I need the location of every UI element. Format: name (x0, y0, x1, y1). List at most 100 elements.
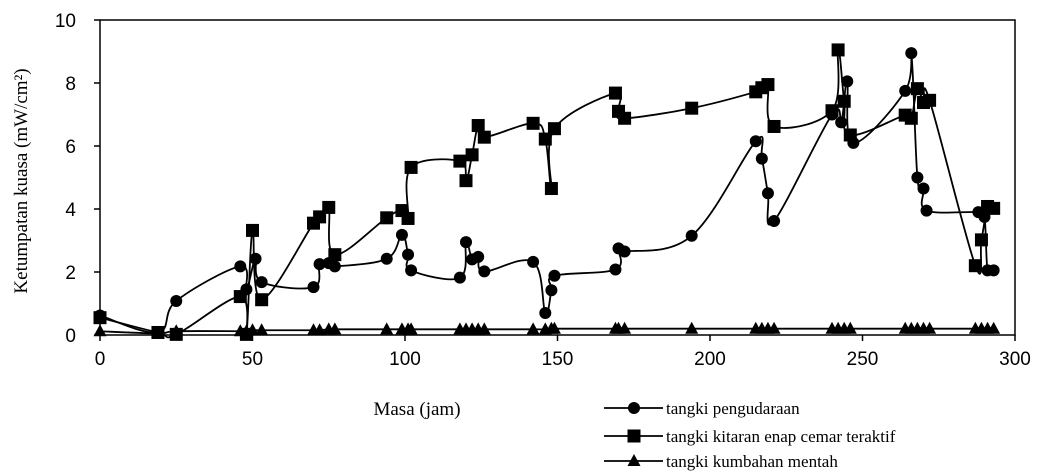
y-tick-label: 8 (65, 74, 76, 95)
data-point-circle (255, 276, 268, 289)
data-point-square (987, 201, 1001, 215)
x-tick-label: 300 (999, 349, 1031, 370)
data-point-triangle (404, 322, 418, 335)
data-point-circle (987, 264, 1000, 277)
x-tick-label: 250 (847, 349, 879, 370)
data-point-circle (749, 135, 762, 148)
data-point-square (471, 119, 485, 133)
data-point-square (831, 43, 845, 57)
legend: tangki pengudaraan tangki kitaran enap ce… (604, 399, 896, 471)
data-point-square (477, 130, 491, 144)
data-point-circle (917, 182, 930, 195)
data-point-triangle (380, 322, 394, 335)
series-aeration-tank (94, 47, 1000, 339)
data-point-circle (545, 284, 558, 297)
data-point-circle (472, 250, 485, 263)
legend-label: tangki pengudaraan (666, 399, 800, 418)
data-point-triangle (151, 326, 165, 339)
data-point-triangle (923, 321, 937, 334)
data-point-circle (899, 84, 912, 97)
data-point-triangle (843, 321, 857, 334)
legend-marker-triangle (627, 454, 641, 466)
data-point-square (453, 154, 467, 168)
data-point-circle (761, 187, 774, 200)
y-tick-label: 0 (65, 326, 76, 347)
x-tick-label: 200 (694, 349, 726, 370)
data-point-circle (453, 271, 466, 284)
data-point-square (380, 211, 394, 225)
data-point-square (538, 132, 552, 146)
data-point-circle (234, 260, 247, 273)
data-point-square (255, 293, 269, 307)
data-point-square (459, 174, 473, 188)
data-point-square (246, 223, 259, 237)
data-point-circle (905, 47, 918, 60)
data-point-circle (539, 306, 552, 319)
data-point-square (910, 82, 924, 96)
plot-frame (99, 19, 1016, 336)
data-point-square (401, 211, 415, 225)
data-point-circle (170, 294, 183, 307)
data-point-square (923, 93, 937, 107)
y-tick-label: 10 (55, 11, 76, 32)
x-tick-label: 150 (542, 349, 574, 370)
data-point-square (825, 104, 839, 118)
legend-item-raw-sewage-tank: tangki kumbahan mentah (604, 452, 838, 471)
data-point-circle (402, 248, 415, 261)
x-tick-label: 100 (389, 349, 421, 370)
data-point-circle (313, 258, 326, 271)
data-point-square (618, 111, 632, 125)
data-point-circle (835, 116, 848, 129)
data-point-square (974, 233, 988, 247)
data-point-triangle (767, 321, 781, 334)
data-point-square (904, 111, 918, 125)
data-point-circle (920, 204, 933, 217)
data-point-square (843, 128, 857, 142)
data-point-circle (460, 236, 472, 249)
legend-label: tangki kumbahan mentah (666, 452, 838, 471)
data-point-square (233, 290, 247, 304)
data-point-triangle (547, 321, 561, 334)
legend-item-aeration-tank: tangki pengudaraan (604, 399, 800, 418)
data-point-triangle (526, 322, 540, 335)
data-point-triangle (169, 324, 183, 337)
data-point-circle (618, 245, 631, 258)
data-point-square (322, 200, 336, 214)
data-point-square (547, 122, 561, 136)
data-point-circle (911, 171, 924, 184)
legend-marker-circle (628, 402, 640, 414)
x-tick-label: 50 (242, 349, 263, 370)
series-raw-sewage-tank (93, 321, 1001, 339)
data-point-square (968, 259, 982, 273)
data-point-circle (685, 229, 698, 242)
legend-item-activated-sludge-tank: tangki kitaran enap cemar teraktif (604, 427, 896, 446)
data-point-circle (609, 263, 622, 276)
data-point-square (608, 86, 622, 100)
data-point-triangle (477, 322, 491, 335)
data-point-circle (755, 152, 768, 165)
data-point-square (465, 148, 479, 162)
data-point-circle (405, 264, 418, 277)
data-point-circle (395, 228, 408, 241)
legend-label: tangki kitaran enap cemar teraktif (666, 427, 896, 446)
x-axis-label: Masa (jam) (373, 399, 460, 420)
data-point-square (761, 78, 775, 92)
y-axis-ticks: 0 2 4 6 8 10 (55, 11, 100, 347)
data-point-square (404, 160, 418, 174)
data-point-circle (841, 75, 854, 88)
data-point-circle (380, 252, 393, 265)
legend-marker-square (627, 429, 641, 443)
data-point-triangle (246, 323, 259, 336)
series-layer (93, 43, 1001, 341)
data-point-triangle (313, 323, 327, 336)
data-point-square (544, 182, 558, 196)
data-point-circle (328, 260, 341, 273)
data-point-circle (768, 214, 781, 227)
y-tick-label: 2 (65, 263, 76, 284)
data-point-triangle (93, 324, 107, 337)
data-point-circle (548, 269, 561, 282)
data-point-triangle (618, 321, 632, 334)
y-axis-label: Ketumpatan kuasa (mW/cm²) (11, 68, 32, 293)
data-point-circle (307, 281, 320, 294)
